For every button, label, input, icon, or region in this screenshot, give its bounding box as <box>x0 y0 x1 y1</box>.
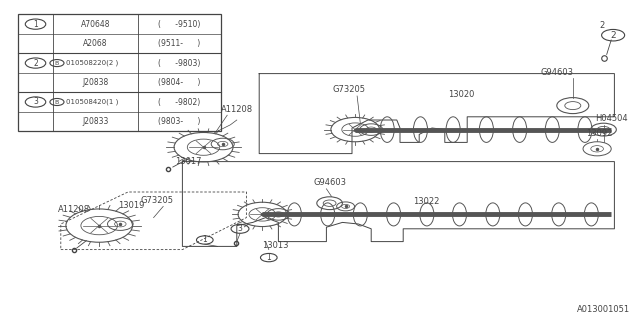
Text: (      -9803): ( -9803) <box>158 59 200 68</box>
Text: J20838: J20838 <box>82 78 109 87</box>
Text: 2: 2 <box>611 31 616 40</box>
Text: (9511-      ): (9511- ) <box>158 39 200 48</box>
Text: 010508220(2 ): 010508220(2 ) <box>66 60 118 66</box>
Bar <box>18 14 221 131</box>
Text: 13022: 13022 <box>413 197 439 206</box>
Text: B: B <box>55 60 59 66</box>
Text: J20833: J20833 <box>82 117 109 126</box>
Text: A11208: A11208 <box>221 105 253 114</box>
Text: A11208: A11208 <box>58 205 90 214</box>
Text: G94603: G94603 <box>314 178 347 187</box>
Text: 13017: 13017 <box>175 157 202 166</box>
Text: A70648: A70648 <box>81 20 110 28</box>
Text: A013001051: A013001051 <box>577 305 630 314</box>
Text: 3: 3 <box>237 224 243 233</box>
Text: 1: 1 <box>202 236 207 244</box>
Text: B: B <box>55 100 59 105</box>
Text: (      -9510): ( -9510) <box>158 20 200 28</box>
Text: 13013: 13013 <box>262 241 289 250</box>
Text: (9804-      ): (9804- ) <box>158 78 200 87</box>
Text: 010508420(1 ): 010508420(1 ) <box>66 99 118 105</box>
Text: 13019: 13019 <box>118 201 145 210</box>
Text: G73205: G73205 <box>333 85 366 94</box>
Text: 1: 1 <box>266 253 271 262</box>
Text: (9803-      ): (9803- ) <box>158 117 200 126</box>
Text: 13020: 13020 <box>448 90 474 99</box>
Text: 2: 2 <box>33 59 38 68</box>
Text: 1: 1 <box>33 20 38 28</box>
Text: (      -9802): ( -9802) <box>158 98 200 107</box>
Text: G73205: G73205 <box>141 196 174 205</box>
Text: 13092: 13092 <box>586 129 612 138</box>
Text: H04504: H04504 <box>595 114 628 123</box>
Text: G94603: G94603 <box>541 68 574 77</box>
Text: 2: 2 <box>599 21 604 30</box>
Text: A2068: A2068 <box>83 39 108 48</box>
Text: 3: 3 <box>33 98 38 107</box>
